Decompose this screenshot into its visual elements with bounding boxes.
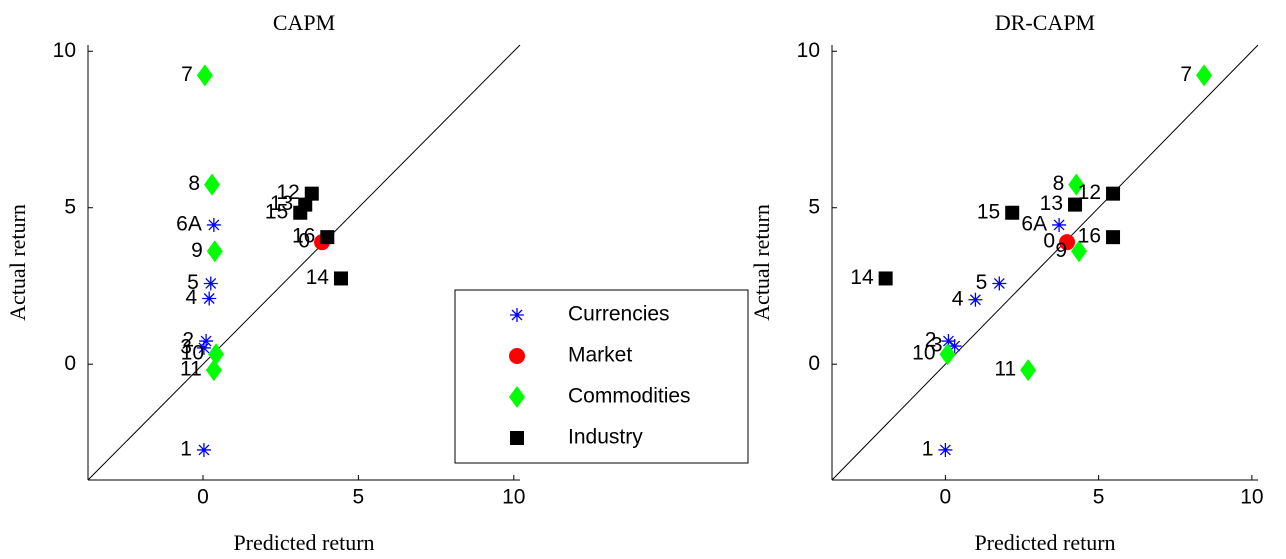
point [968, 292, 983, 307]
point-label: 3 [931, 334, 943, 357]
x-tick-label: 5 [353, 486, 365, 509]
point [1005, 205, 1020, 220]
point [1106, 230, 1121, 245]
point-label: 15 [265, 200, 288, 223]
point-label: 11 [994, 358, 1016, 381]
y-axis-label: Actual return [5, 204, 30, 321]
point [1071, 240, 1088, 263]
point-label: 16 [292, 225, 315, 248]
point [206, 217, 221, 232]
point-label: 8 [188, 172, 200, 195]
point [333, 271, 348, 286]
y-tick-label: 10 [797, 39, 820, 62]
point [203, 276, 218, 291]
legend-label: Commodities [568, 385, 691, 408]
point [1196, 64, 1213, 87]
point [1068, 197, 1083, 212]
point [1068, 173, 1085, 196]
point-label: 2 [925, 329, 937, 352]
point [320, 230, 335, 245]
point-label: 16 [1078, 225, 1101, 248]
point-label: 3 [180, 335, 192, 358]
point-label: 8 [1053, 172, 1065, 195]
point-label: 9 [191, 239, 203, 262]
legend-label: Currencies [568, 303, 670, 326]
point [947, 339, 962, 354]
point [208, 343, 225, 366]
y-tick-label: 0 [64, 352, 76, 375]
legend-box [454, 289, 749, 464]
point-label: 6A [1021, 212, 1047, 235]
point-label: 14 [850, 266, 874, 289]
point-label: 10 [181, 342, 204, 365]
legend-marker [510, 308, 524, 322]
x-tick-label: 5 [1093, 486, 1105, 509]
point-label: 11 [180, 358, 202, 381]
diagonal [87, 44, 521, 481]
legend-marker [509, 348, 525, 364]
y-tick-label: 5 [64, 195, 76, 218]
point-label: 0 [1043, 230, 1055, 253]
point [938, 442, 953, 457]
point-label: 12 [1078, 181, 1101, 204]
point [1059, 234, 1076, 251]
point [1052, 217, 1067, 232]
legend-label: Market [568, 344, 632, 367]
point [939, 343, 956, 366]
x-axis-label: Predicted return [233, 530, 374, 555]
y-tick-label: 5 [808, 195, 820, 218]
point-label: 0 [298, 230, 310, 253]
point-label: 6A [176, 212, 202, 235]
x-axis-label: Predicted return [974, 530, 1115, 555]
point [204, 173, 221, 196]
point-label: 13 [270, 192, 293, 215]
point-label: 14 [306, 266, 330, 289]
legend-label: Industry [568, 426, 643, 449]
point [1106, 186, 1121, 201]
point [304, 186, 319, 201]
x-tick-label: 10 [502, 486, 525, 509]
point [878, 271, 893, 286]
legend-marker [510, 431, 524, 445]
x-tick-label: 10 [1240, 486, 1263, 509]
y-tick-label: 10 [53, 39, 76, 62]
chart-title: CAPM [273, 10, 335, 35]
point-label: 2 [182, 329, 194, 352]
point [196, 442, 211, 457]
point-label: 10 [912, 342, 935, 365]
point-label: 5 [976, 271, 988, 294]
point [196, 340, 211, 355]
point-label: 7 [1180, 63, 1192, 86]
point-label: 7 [181, 63, 193, 86]
point-label: 5 [187, 271, 199, 294]
point [1020, 359, 1037, 382]
point [293, 205, 308, 220]
point [202, 291, 217, 306]
y-axis-label: Actual return [749, 204, 774, 321]
x-tick-label: 0 [940, 486, 952, 509]
x-tick-label: 0 [197, 486, 209, 509]
point [941, 334, 956, 349]
point-label: 15 [977, 200, 1000, 223]
point [205, 359, 222, 382]
point-label: 13 [1040, 192, 1063, 215]
point-label: 4 [952, 287, 964, 310]
point [196, 64, 213, 87]
point-label: 12 [276, 181, 299, 204]
point-label: 4 [186, 286, 198, 309]
y-tick-label: 0 [808, 352, 820, 375]
point [206, 240, 223, 263]
point-label: 9 [1055, 239, 1067, 262]
point-label: 1 [922, 438, 934, 461]
point [199, 334, 214, 349]
point-label: 1 [180, 438, 192, 461]
legend-marker [509, 386, 525, 408]
chart-title: DR-CAPM [995, 10, 1095, 35]
point [992, 276, 1007, 291]
diagonal [831, 44, 1259, 481]
